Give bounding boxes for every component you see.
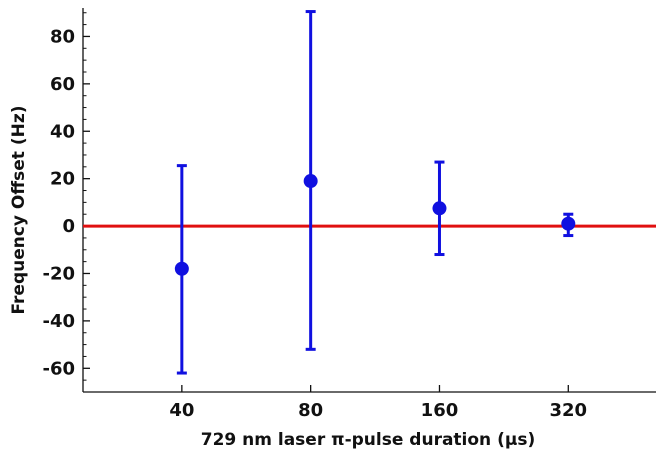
y-axis-label: Frequency Offset (Hz) [9,106,29,315]
y-tick-label: 40 [50,121,75,142]
x-tick-label: 80 [298,400,323,421]
axes [82,8,656,393]
tick-labels: 80 60 40 20 0 -20 -40 -60 40 80 160 320 [42,26,587,421]
x-tick-label: 320 [550,400,588,421]
x-tick-label: 160 [421,400,459,421]
data-point-group [174,164,189,375]
y-tick-label: 60 [50,74,75,95]
x-tick-label: 40 [169,400,194,421]
data-point [303,174,318,189]
y-tick-label: -60 [42,358,75,379]
data-point [561,216,576,231]
y-tick-label: 80 [50,26,75,47]
data-point-group [303,10,318,351]
data-marks [174,10,576,375]
data-point [432,201,447,216]
data-point-group [432,160,447,257]
x-axis-label: 729 nm laser π-pulse duration (μs) [201,430,536,450]
data-point [174,261,189,276]
y-tick-label: -40 [42,311,75,332]
y-tick-label: 0 [62,216,75,237]
y-tick-label: -20 [42,263,75,284]
y-tick-label: 20 [50,169,75,190]
data-point-group [561,212,576,238]
